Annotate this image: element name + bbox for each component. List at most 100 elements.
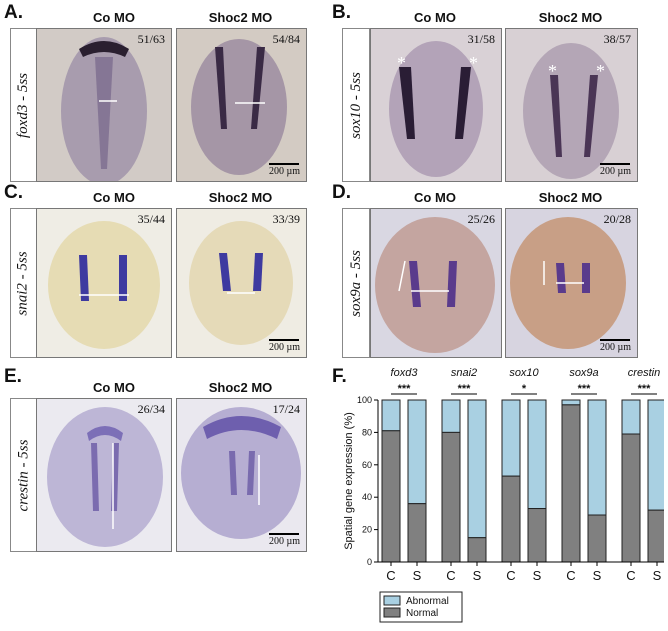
panel-label-a: A. xyxy=(4,2,23,23)
panel-label-e: E. xyxy=(4,366,22,387)
shoc2-mo-heading-e: Shoc2 MO xyxy=(208,380,273,395)
y-tick-label: 40 xyxy=(362,492,372,502)
scale-bar: 200 µm xyxy=(600,163,631,177)
bar-abnormal-foxd3-C xyxy=(381,399,401,432)
x-tick-label-S: S xyxy=(593,568,602,583)
gene-name-foxd3: foxd3 xyxy=(15,104,31,138)
bar-abnormal-snai2-C xyxy=(441,399,461,433)
shoc2-mo-heading-b: Shoc2 MO xyxy=(538,10,603,25)
gene-name-crestin: crestin xyxy=(15,470,32,511)
x-tick-label-S: S xyxy=(413,568,422,583)
embryo-image-foxd3-co: 51/63 xyxy=(36,28,172,182)
shoc2-mo-heading-a: Shoc2 MO xyxy=(208,10,273,25)
scale-bar: 200 µm xyxy=(269,163,300,177)
legend-swatch-abnormal xyxy=(383,595,401,606)
significance-label-sox9a: *** xyxy=(578,383,592,395)
y-tick-label: 80 xyxy=(362,427,372,437)
row-label-e: crestin - 5ss xyxy=(10,398,37,552)
embryo-image-snai2-shoc2: 33/39 200 µm xyxy=(176,208,307,358)
row-label-d: sox9a - 5ss xyxy=(342,208,370,358)
co-mo-heading-a: Co MO xyxy=(93,10,135,25)
legend-label-normal: Normal xyxy=(406,608,438,619)
svg-text:*: * xyxy=(469,53,478,73)
co-mo-heading-e: Co MO xyxy=(93,380,135,395)
x-tick-label-S: S xyxy=(533,568,542,583)
gene-label-sox10: sox10 xyxy=(509,367,539,379)
embryo-count-crestin-shoc2: 17/24 xyxy=(272,402,300,416)
embryo-count-crestin-co: 26/34 xyxy=(137,402,165,416)
gene-label-sox9a: sox9a xyxy=(569,367,598,379)
bar-abnormal-sox9a-C xyxy=(561,399,581,406)
embryo-count-sox9a-shoc2: 20/28 xyxy=(603,212,631,226)
gene-name-snai2: snai2 xyxy=(15,282,31,316)
bar-normal-sox10-S xyxy=(527,508,547,563)
scale-bar: 200 µm xyxy=(269,533,300,547)
gene-label-foxd3: foxd3 xyxy=(391,367,419,379)
scale-bar: 200 µm xyxy=(269,339,300,353)
bar-normal-foxd3-S xyxy=(407,503,427,563)
bar-abnormal-crestin-C xyxy=(621,399,641,435)
co-mo-heading-b: Co MO xyxy=(414,10,456,25)
gene-label-snai2: snai2 xyxy=(451,367,477,379)
stage-label: - 5ss xyxy=(347,71,364,104)
embryo-image-snai2-co: 35/44 xyxy=(36,208,172,358)
bar-normal-crestin-S xyxy=(647,509,667,563)
x-tick-label-C: C xyxy=(566,568,575,583)
x-tick-label-S: S xyxy=(473,568,482,583)
embryo-count-foxd3-co: 51/63 xyxy=(137,32,165,46)
shoc2-mo-heading-d: Shoc2 MO xyxy=(538,190,603,205)
bar-abnormal-sox10-C xyxy=(501,399,521,477)
bar-normal-crestin-C xyxy=(621,433,641,563)
bar-normal-snai2-C xyxy=(441,431,461,563)
embryo-count-sox9a-co: 25/26 xyxy=(467,212,495,226)
embryo-count-sox10-shoc2: 38/57 xyxy=(603,32,631,46)
bar-abnormal-sox9a-S xyxy=(587,399,607,516)
significance-label-snai2: *** xyxy=(458,383,472,395)
stage-label: - 5ss xyxy=(15,250,31,283)
embryo-count-foxd3-shoc2: 54/84 xyxy=(272,32,300,46)
embryo-image-sox9a-co: 25/26 xyxy=(370,208,502,358)
x-tick-label-C: C xyxy=(386,568,395,583)
bar-normal-snai2-S xyxy=(467,537,487,563)
x-tick-label-C: C xyxy=(506,568,515,583)
y-tick-label: 100 xyxy=(357,395,372,405)
gene-name-sox9a: sox9a xyxy=(347,281,364,317)
panel-label-c: C. xyxy=(4,182,23,203)
bar-abnormal-snai2-S xyxy=(467,399,487,539)
x-tick-label-C: C xyxy=(446,568,455,583)
stage-label: - 5ss xyxy=(15,439,32,471)
scale-bar: 200 µm xyxy=(600,339,631,353)
legend-label-abnormal: Abnormal xyxy=(406,596,449,607)
embryo-count-snai2-shoc2: 33/39 xyxy=(272,212,300,226)
legend-swatch-normal xyxy=(383,607,401,618)
bar-abnormal-crestin-S xyxy=(647,399,667,511)
svg-text:*: * xyxy=(596,61,605,81)
stage-label: - 5ss xyxy=(347,249,364,282)
y-tick-label: 60 xyxy=(362,460,372,470)
significance-label-foxd3: *** xyxy=(398,383,412,395)
embryo-image-sox10-co: * * 31/58 xyxy=(370,28,502,182)
bar-normal-sox9a-S xyxy=(587,514,607,563)
embryo-count-sox10-co: 31/58 xyxy=(467,32,495,46)
panel-label-f: F. xyxy=(332,366,347,387)
gene-label-crestin: crestin xyxy=(628,367,660,379)
embryo-image-sox9a-shoc2: 20/28 200 µm xyxy=(505,208,638,358)
co-mo-heading-d: Co MO xyxy=(414,190,456,205)
bar-normal-sox10-C xyxy=(501,475,521,563)
gene-name-sox10: sox10 xyxy=(347,103,364,139)
co-mo-heading-c: Co MO xyxy=(93,190,135,205)
bar-normal-foxd3-C xyxy=(381,430,401,563)
y-tick-label: 20 xyxy=(362,525,372,535)
row-label-c: snai2 - 5ss xyxy=(10,208,37,358)
stacked-bar-chart: 0 20 40 60 80 100 Spatial gene expression (%) f… xyxy=(340,366,668,626)
stage-label: - 5ss xyxy=(15,72,31,105)
y-axis-label: Spatial gene expression (%) xyxy=(343,412,355,550)
embryo-image-foxd3-shoc2: 54/84 200 µm xyxy=(176,28,307,182)
shoc2-mo-heading-c: Shoc2 MO xyxy=(208,190,273,205)
x-tick-label-S: S xyxy=(653,568,662,583)
panel-label-b: B. xyxy=(332,2,351,23)
x-tick-label-C: C xyxy=(626,568,635,583)
bar-abnormal-sox10-S xyxy=(527,399,547,510)
significance-label-sox10: * xyxy=(522,383,527,395)
significance-label-crestin: *** xyxy=(638,383,652,395)
